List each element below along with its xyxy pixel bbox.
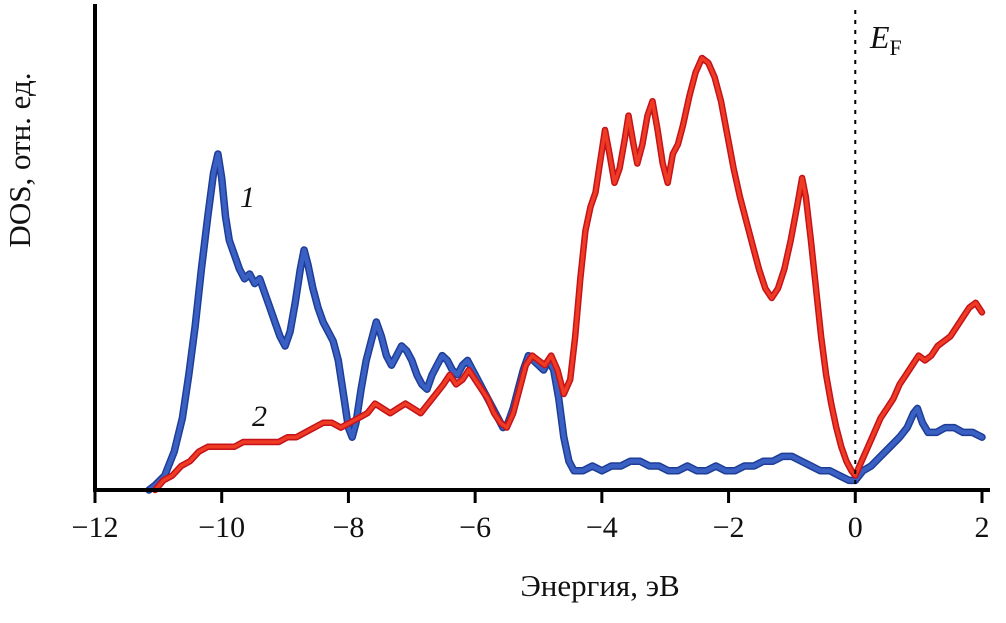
x-tick-label: −12: [72, 511, 119, 544]
curve-1-label: 1: [240, 181, 255, 214]
fermi-level-subscript: F: [890, 35, 902, 60]
x-tick-label: −2: [713, 511, 745, 544]
y-axis-label: DOS, отн. ед.: [2, 72, 37, 247]
curve-2-outline: [151, 54, 986, 494]
fermi-level-label: EF: [869, 19, 902, 60]
plot-area: −12 −10 −8 −6 −4 −2 0 2: [72, 4, 990, 544]
fermi-level-symbol: E: [869, 19, 890, 55]
x-tick-label: −8: [332, 511, 364, 544]
curve-2-label: 2: [252, 400, 267, 433]
x-tick-label: 2: [975, 511, 990, 544]
x-axis-label: Энергия, эВ: [520, 568, 679, 603]
x-tick-label: 0: [848, 511, 863, 544]
curve-2: [153, 56, 984, 492]
x-tick-label: −6: [459, 511, 491, 544]
x-tick-label: −10: [198, 511, 245, 544]
x-tick-label: −4: [586, 511, 618, 544]
